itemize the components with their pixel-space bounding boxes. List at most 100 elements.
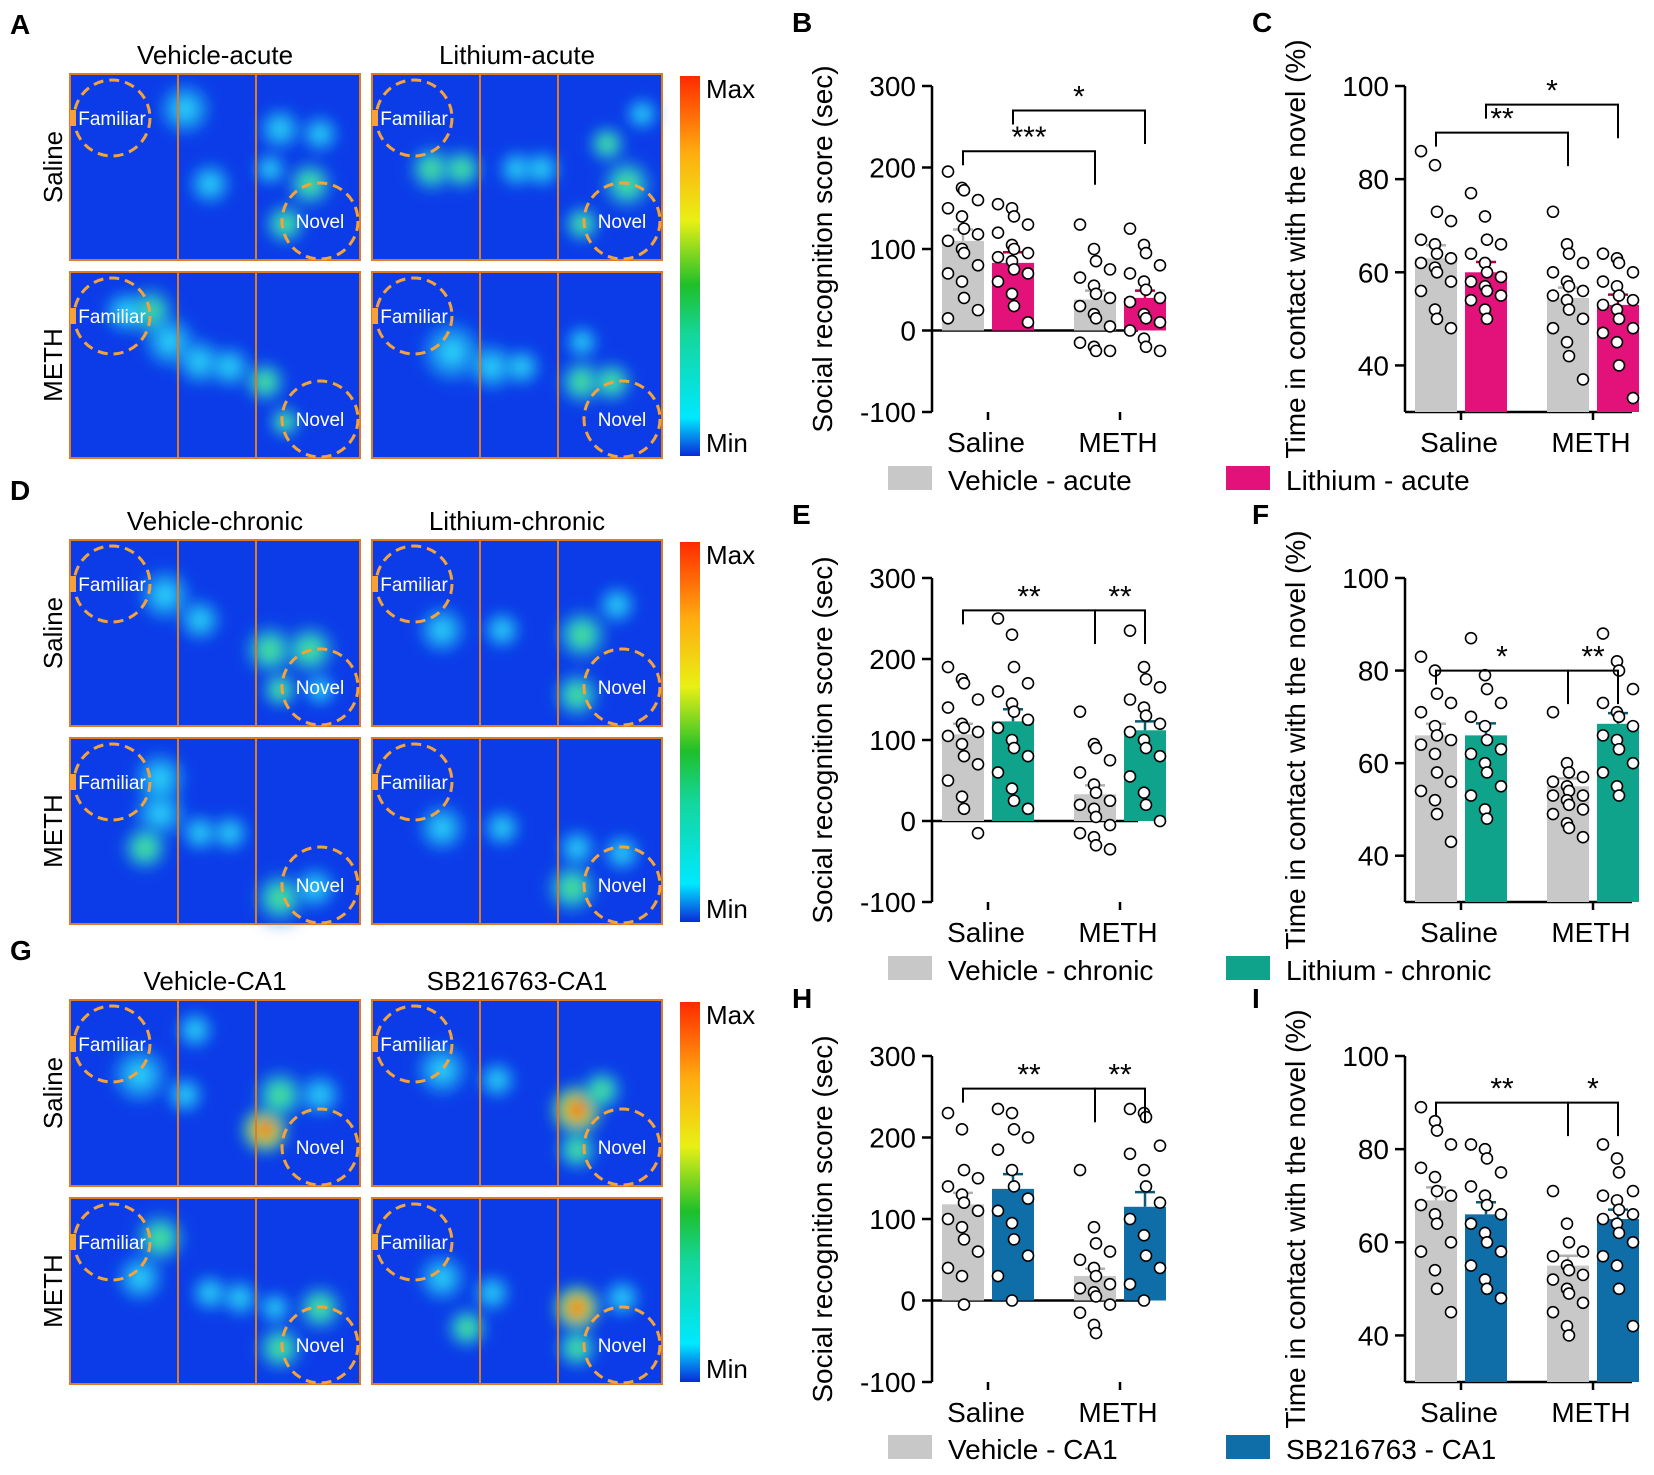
heatmap-row-label: METH: [38, 1254, 68, 1328]
data-point: [1596, 696, 1610, 710]
bar-chart-h: H -100 0 100 200 300 Social recognition score …: [792, 983, 1167, 1428]
heat-blob: [550, 1123, 604, 1177]
data-point: [1007, 1123, 1021, 1136]
data-point: [1073, 271, 1087, 284]
data-point: [991, 721, 1005, 735]
colorbar: Max Min: [680, 540, 755, 924]
significance-stars: **: [1490, 1073, 1514, 1106]
data-point: [1610, 335, 1624, 349]
data-point: [1562, 349, 1576, 363]
data-point: [1073, 1253, 1087, 1267]
data-point: [971, 193, 985, 207]
significance-stars: *: [1546, 75, 1558, 108]
novel-zone-circle: [280, 181, 360, 261]
significance-bracket: **: [962, 580, 1096, 644]
data-point: [1021, 749, 1035, 763]
arena-heatmap: Familiar Novel: [371, 1197, 663, 1385]
data-point: [1430, 1217, 1444, 1230]
panel-letter: C: [1252, 7, 1272, 38]
legend-swatch: [888, 956, 932, 980]
data-point: [1494, 289, 1508, 302]
data-point: [971, 757, 985, 771]
data-point: [1414, 284, 1428, 298]
x-tick-label: Saline: [947, 427, 1025, 458]
data-point: [1480, 265, 1494, 279]
data-point: [1089, 1326, 1103, 1340]
data-point: [1596, 275, 1610, 288]
data-point: [1428, 1263, 1442, 1277]
arena-heatmap: Familiar Novel: [69, 999, 361, 1187]
data-point: [941, 1180, 955, 1193]
data-point: [1414, 256, 1428, 270]
data-point: [1005, 287, 1019, 301]
data-point: [1464, 1138, 1478, 1151]
data-point: [1576, 1296, 1590, 1310]
data-point: [1596, 247, 1610, 260]
data-point: [1626, 391, 1640, 405]
legend-swatch: [1226, 956, 1270, 980]
legend-label: Vehicle - acute: [948, 465, 1132, 496]
data-point: [1444, 252, 1458, 265]
heat-blob: [435, 142, 489, 196]
data-point: [1007, 794, 1021, 808]
heatmap-col-title: Vehicle-chronic: [127, 506, 303, 536]
data-point: [955, 275, 969, 288]
data-point: [955, 737, 969, 751]
data-point: [1430, 312, 1444, 326]
data-point: [971, 1171, 985, 1185]
data-point: [1073, 826, 1087, 840]
data-point: [1123, 1102, 1137, 1116]
heat-blob: [412, 600, 472, 660]
novel-zone-circle: [280, 845, 360, 925]
data-point: [1414, 1245, 1428, 1258]
data-point: [1562, 1329, 1576, 1342]
data-point: [1612, 1226, 1626, 1240]
data-point: [1153, 1139, 1167, 1152]
data-point: [1494, 1291, 1508, 1305]
data-point: [1021, 246, 1035, 260]
data-point: [1612, 289, 1626, 302]
heat-blob: [293, 1068, 347, 1122]
significance-stars: **: [1490, 103, 1514, 136]
data-point: [1612, 710, 1626, 724]
data-point: [1007, 210, 1021, 223]
familiar-label: Familiar: [78, 1233, 146, 1254]
legend: Vehicle - chronic Lithium - chronic: [888, 955, 1491, 986]
data-point: [1612, 359, 1626, 372]
heat-blob: [561, 321, 603, 363]
data-point: [1444, 1235, 1458, 1249]
data-point: [1464, 1180, 1478, 1193]
heat-blob: [299, 669, 341, 711]
data-point: [1626, 293, 1640, 307]
data-point: [955, 1123, 969, 1136]
data-point: [1596, 766, 1610, 779]
data-point: [957, 676, 971, 690]
data-point: [1021, 802, 1035, 816]
arena-heatmap: Familiar Novel: [371, 737, 663, 925]
heat-blob: [206, 809, 254, 857]
heat-blob: [161, 1071, 209, 1119]
data-point: [1478, 719, 1492, 733]
significance-stars: **: [1108, 580, 1132, 613]
y-tick-label: 100: [1342, 71, 1389, 102]
heatmap-row-label: Saline: [38, 597, 68, 669]
data-point: [1494, 1245, 1508, 1258]
data-point: [1464, 789, 1478, 802]
y-axis-label: Social recognition score (sec): [807, 1035, 838, 1402]
data-point: [1414, 705, 1428, 719]
data-point: [1153, 344, 1167, 358]
data-point: [1007, 242, 1021, 256]
data-point: [1007, 660, 1021, 674]
data-point: [1103, 320, 1117, 333]
significance-stars: **: [1017, 1059, 1041, 1092]
data-point: [1414, 144, 1428, 158]
data-point: [1612, 1203, 1626, 1216]
significance-stars: *: [1073, 80, 1085, 113]
data-point: [1005, 1216, 1019, 1230]
familiar-label: Familiar: [78, 575, 146, 596]
data-point: [1626, 1319, 1640, 1333]
novel-label: Novel: [598, 876, 647, 897]
data-point: [1430, 265, 1444, 279]
y-axis-label: Time in contact with the novel (%): [1280, 530, 1311, 949]
heat-blob: [238, 355, 292, 409]
